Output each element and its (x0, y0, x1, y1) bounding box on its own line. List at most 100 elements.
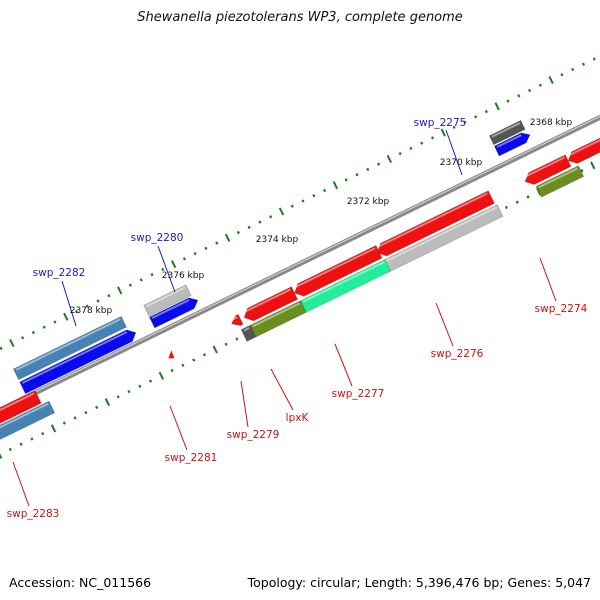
feature-swp-2283b (0, 400, 56, 440)
tick-mark (494, 102, 500, 111)
map-title: Shewanella piezotolerans WP3, complete g… (137, 10, 463, 25)
feature-swp-2280b (148, 297, 199, 329)
backbone-line (0, 114, 600, 413)
tick-mark (398, 152, 402, 156)
tick-mark (440, 128, 446, 137)
feature-sheen (21, 331, 128, 384)
kbp-label: 2376 kbp (162, 271, 205, 281)
tick-mark (452, 125, 456, 130)
feature-sheen (376, 192, 488, 249)
tick-mark (484, 109, 488, 114)
tick-mark (150, 272, 154, 277)
features (0, 120, 600, 440)
label-leader-line (169, 405, 188, 451)
tick-marks (0, 57, 596, 459)
feature-sheen (302, 261, 385, 303)
label-leader-line (445, 129, 463, 176)
feature-sheen (385, 206, 497, 263)
backbone-highlight (0, 115, 600, 410)
tick-mark (504, 205, 509, 210)
accession-text: Accession: NC_011566 (9, 575, 152, 590)
kbp-label: 2370 kbp (440, 158, 483, 168)
tick-mark (85, 304, 89, 308)
tick-mark (8, 447, 12, 452)
feature-sheen (145, 286, 186, 308)
tick-mark (170, 260, 177, 269)
tick-mark (21, 336, 25, 340)
label-leader-line (334, 343, 353, 387)
tick-mark (95, 405, 99, 410)
feature-swp-2273 (567, 137, 600, 164)
tick-mark (116, 395, 120, 399)
tick-mark (386, 154, 392, 163)
feature-swp-2279-arrow (231, 314, 244, 326)
feature-sheen (151, 299, 190, 319)
kbp-label: 2378 kbp (70, 306, 113, 316)
backbone (0, 114, 600, 413)
gene-label: swp_2280 (131, 232, 184, 244)
tick-mark (73, 416, 77, 420)
feature-sheen (293, 247, 376, 289)
feature-sheen (567, 139, 600, 157)
tick-mark (247, 225, 251, 229)
tick-mark (128, 283, 133, 287)
tick-mark (224, 233, 231, 242)
tick-mark (96, 299, 100, 303)
tick-mark (590, 161, 596, 170)
tick-mark (517, 94, 521, 98)
gene-label: swp_2279 (227, 429, 280, 441)
feature-lpxk (243, 286, 299, 322)
tick-mark (355, 173, 359, 177)
tick-mark (301, 199, 305, 203)
tick-mark (344, 178, 348, 182)
tick-mark (127, 389, 131, 394)
feature-swp-2275 (493, 132, 531, 157)
kbp-label: 2374 kbp (256, 235, 299, 245)
tick-mark (212, 345, 218, 354)
label-lines (12, 129, 557, 507)
tick-mark (107, 294, 111, 298)
tick-mark (236, 230, 240, 235)
tick-mark (290, 204, 294, 208)
gene-label: lpxK (286, 412, 310, 424)
feature-swp-2277b (300, 259, 392, 313)
label-leader-line (539, 257, 557, 302)
feature-swp-2277 (294, 245, 383, 297)
feature-swp-2280 (143, 284, 192, 317)
tick-mark (571, 67, 575, 72)
tick-mark (258, 220, 262, 224)
gene-label: swp_2274 (535, 303, 588, 315)
tick-mark (9, 338, 15, 348)
feature-sheen (491, 122, 521, 138)
feature-sheen (243, 288, 291, 314)
tick-mark (0, 453, 3, 459)
tick-mark (527, 88, 532, 93)
tick-mark (139, 278, 143, 282)
tick-mark (30, 437, 34, 441)
feature-sheen (538, 167, 578, 189)
tick-mark (224, 342, 228, 346)
topology-text: Topology: circular; Length: 5,396,476 bp… (247, 575, 591, 590)
tick-mark (202, 353, 207, 357)
label-leader-line (61, 280, 77, 327)
tick-mark (104, 398, 111, 407)
tick-mark (204, 246, 208, 250)
tick-mark (278, 207, 285, 216)
kbp-label: 2372 kbp (347, 197, 390, 207)
tick-mark (235, 337, 239, 341)
tick-mark (42, 325, 46, 329)
tick-mark (63, 312, 69, 321)
tick-mark (580, 169, 584, 173)
label-leader-line (240, 380, 249, 428)
gene-label: swp_2281 (165, 452, 218, 464)
tick-mark (41, 432, 45, 436)
feature-sheen (0, 402, 49, 429)
tick-mark (161, 267, 165, 272)
label-leader-line (157, 245, 176, 293)
feature-sheen (496, 134, 522, 148)
gene-label: swp_2276 (431, 348, 484, 360)
tick-mark (138, 384, 142, 388)
gene-label: swp_2277 (332, 388, 385, 400)
